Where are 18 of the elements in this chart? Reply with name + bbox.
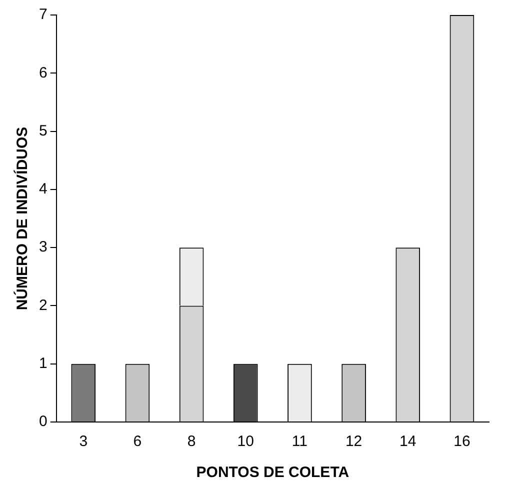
x-tick-label: 3 [79,433,88,450]
y-tick-label: 0 [39,413,48,430]
x-tick-label: 16 [454,433,470,450]
x-tick-label: 6 [133,433,142,450]
x-tick-label: 10 [237,433,254,450]
y-axis-title: NÚMERO DE INDIVÍDUOS [13,126,32,310]
y-tick-label: 3 [39,238,48,256]
y-tick-label: 5 [39,122,48,140]
x-tick-label: 14 [400,433,416,450]
x-tick-label: 12 [345,433,362,450]
x-tick-label: 11 [292,433,308,450]
y-tick-label: 4 [39,180,48,198]
y-tick-label: 1 [39,355,48,372]
x-axis-title: PONTOS DE COLETA [196,464,350,482]
y-tick-label: 7 [39,6,48,24]
y-tick-label: 2 [39,296,48,314]
y-tick-label: 6 [39,64,48,82]
x-tick-label: 8 [187,433,196,450]
